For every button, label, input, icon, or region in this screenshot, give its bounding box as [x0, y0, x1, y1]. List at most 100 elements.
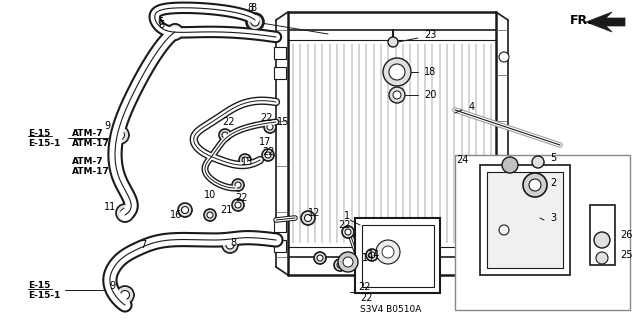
Text: 1: 1: [344, 211, 350, 221]
Circle shape: [499, 225, 509, 235]
Circle shape: [532, 156, 544, 168]
Circle shape: [369, 252, 375, 258]
Text: 10: 10: [204, 190, 216, 200]
Text: 6: 6: [158, 20, 164, 30]
Circle shape: [222, 132, 228, 138]
Text: ATM-17: ATM-17: [72, 139, 110, 148]
Circle shape: [207, 212, 213, 218]
Text: E-15: E-15: [28, 281, 51, 290]
Circle shape: [120, 209, 129, 218]
Circle shape: [116, 286, 134, 304]
Text: 22: 22: [235, 193, 248, 203]
Circle shape: [262, 149, 274, 161]
Text: 22: 22: [222, 117, 234, 127]
Circle shape: [594, 232, 610, 248]
Circle shape: [120, 291, 129, 300]
Circle shape: [167, 24, 183, 40]
Circle shape: [389, 87, 405, 103]
Circle shape: [388, 37, 398, 47]
Circle shape: [338, 252, 358, 272]
Text: FR.: FR.: [570, 13, 593, 27]
Polygon shape: [274, 67, 286, 79]
Text: 22: 22: [360, 293, 372, 303]
Text: E-15: E-15: [28, 129, 51, 138]
Text: 8: 8: [230, 238, 236, 248]
Text: 12: 12: [308, 208, 321, 218]
Text: 13: 13: [241, 157, 253, 167]
Text: 4: 4: [469, 102, 475, 112]
Circle shape: [314, 252, 326, 264]
Bar: [362, 225, 434, 287]
Circle shape: [502, 157, 518, 173]
Polygon shape: [274, 47, 286, 59]
Circle shape: [345, 229, 351, 235]
Text: 22: 22: [260, 113, 273, 123]
Text: 20: 20: [424, 90, 436, 100]
Text: 22: 22: [338, 220, 351, 230]
Text: 15: 15: [277, 117, 289, 127]
Circle shape: [264, 121, 276, 133]
Circle shape: [178, 203, 192, 217]
Bar: [480, 165, 570, 275]
Circle shape: [334, 259, 346, 271]
Circle shape: [305, 214, 312, 221]
Circle shape: [317, 255, 323, 261]
Text: 8: 8: [250, 3, 256, 13]
Circle shape: [235, 202, 241, 208]
Bar: [355, 218, 440, 293]
Text: 22: 22: [262, 147, 275, 157]
Bar: [530, 205, 540, 250]
Text: 11: 11: [104, 202, 116, 212]
Circle shape: [115, 131, 125, 140]
Text: 19: 19: [362, 253, 374, 263]
Circle shape: [265, 152, 271, 158]
Circle shape: [499, 52, 509, 62]
Text: 25: 25: [620, 250, 632, 260]
Circle shape: [251, 18, 259, 26]
Text: 23: 23: [424, 30, 436, 40]
Polygon shape: [274, 220, 286, 232]
Circle shape: [239, 154, 251, 166]
Circle shape: [596, 252, 608, 264]
Circle shape: [247, 14, 263, 30]
Circle shape: [366, 249, 378, 261]
Text: ATM-7: ATM-7: [72, 157, 104, 166]
Circle shape: [393, 91, 401, 99]
Circle shape: [219, 129, 231, 141]
Text: 14: 14: [368, 250, 380, 260]
Circle shape: [529, 179, 541, 191]
Polygon shape: [274, 240, 286, 252]
Circle shape: [167, 24, 183, 40]
Circle shape: [382, 246, 394, 258]
Circle shape: [267, 124, 273, 130]
Text: 26: 26: [620, 230, 632, 240]
Circle shape: [182, 206, 189, 213]
Text: 9: 9: [104, 121, 110, 131]
Circle shape: [343, 257, 353, 267]
Text: 6: 6: [157, 17, 163, 27]
Text: S3V4 B0510A: S3V4 B0510A: [360, 306, 421, 315]
Circle shape: [337, 262, 343, 268]
Text: 22: 22: [358, 282, 371, 292]
Text: 16: 16: [170, 210, 182, 220]
Circle shape: [116, 204, 134, 222]
Circle shape: [222, 237, 238, 253]
Circle shape: [171, 28, 179, 36]
Text: 18: 18: [424, 67, 436, 77]
Bar: [455, 155, 630, 310]
Text: 17: 17: [259, 137, 271, 147]
Circle shape: [342, 226, 354, 238]
Text: E-15-1: E-15-1: [28, 139, 60, 148]
Circle shape: [389, 64, 405, 80]
Circle shape: [235, 182, 241, 188]
Circle shape: [376, 240, 400, 264]
Circle shape: [111, 126, 129, 144]
Text: 21: 21: [220, 205, 232, 215]
Circle shape: [232, 199, 244, 211]
Bar: [590, 205, 615, 265]
Text: ATM-17: ATM-17: [72, 167, 110, 177]
Text: 7: 7: [140, 240, 147, 250]
Text: 5: 5: [550, 153, 556, 163]
Circle shape: [232, 179, 244, 191]
Circle shape: [301, 211, 315, 225]
